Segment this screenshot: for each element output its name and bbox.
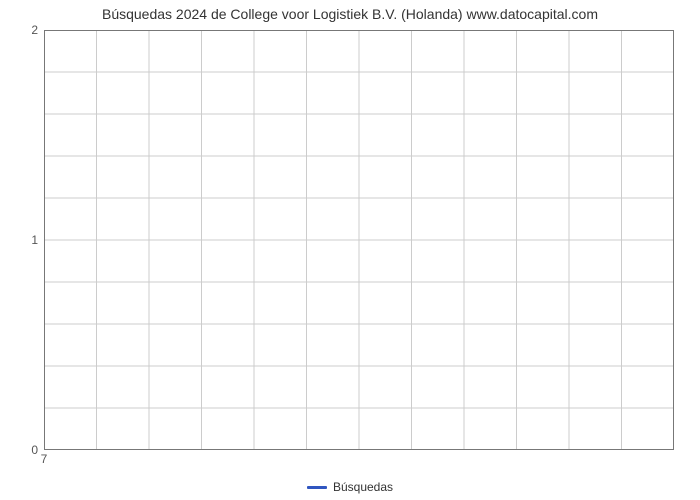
chart-legend: Búsquedas: [0, 479, 700, 494]
y-tick-label: 0: [8, 443, 38, 457]
chart-grid-svg: [44, 30, 674, 450]
legend-swatch-icon: [307, 486, 327, 489]
chart-title: Búsquedas 2024 de College voor Logistiek…: [0, 6, 700, 22]
chart-plot-area: [44, 30, 674, 450]
legend-label: Búsquedas: [333, 480, 393, 494]
x-tick-label: 7: [41, 452, 48, 466]
y-tick-label: 2: [8, 23, 38, 37]
y-tick-label: 1: [8, 233, 38, 247]
